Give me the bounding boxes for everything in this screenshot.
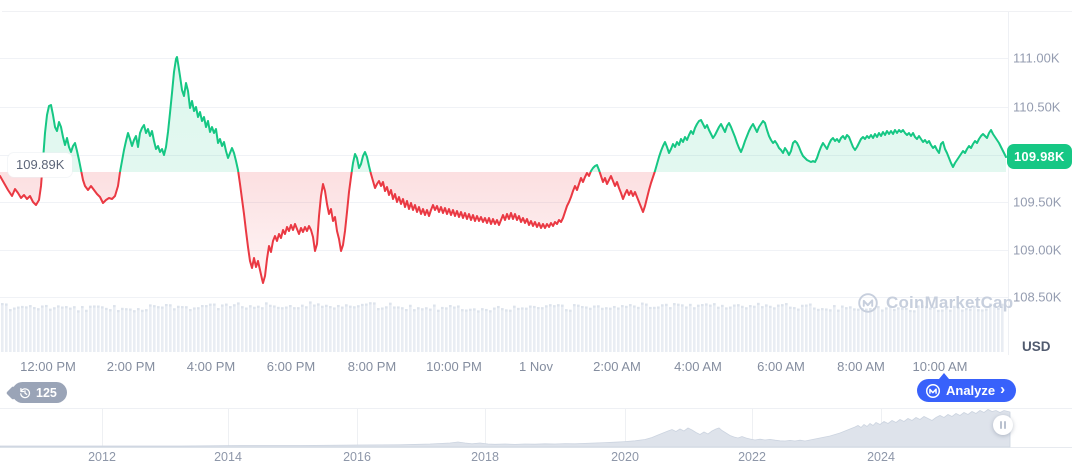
price-series: [0, 56, 1007, 284]
x-axis-label: 8:00 PM: [347, 359, 397, 374]
price-line-down: [0, 172, 656, 284]
open-price-label: 109.89K: [8, 153, 73, 177]
watermark-text: CoinMarketCap: [886, 293, 1014, 312]
y-axis-label: 109.50K: [1013, 194, 1062, 210]
x-axis-label: 2:00 AM: [593, 359, 641, 374]
analyze-button[interactable]: Analyze ›: [917, 373, 1017, 402]
scrubber-area: [0, 409, 1011, 448]
area-fill-down: [0, 172, 1006, 283]
scrubber-gridlines: [102, 409, 882, 447]
x-axis-label: 8:00 AM: [837, 359, 885, 374]
panel-top-border: [2, 11, 1072, 12]
coinmarketcap-icon: [857, 292, 879, 314]
y-axis-label: 109.00K: [1013, 242, 1062, 258]
history-count: 125: [36, 385, 57, 400]
x-axis-label: 12:00 PM: [20, 359, 76, 374]
x-axis: 12:00 PM 2:00 PM 4:00 PM 6:00 PM 8:00 PM 10:0…: [0, 359, 1008, 375]
year-label: 2018: [471, 450, 499, 464]
history-icon: [18, 386, 32, 400]
area-fill-up: [0, 57, 1006, 172]
year-axis: 2012 2014 2016 2018 2020 2022 2024: [0, 450, 1072, 466]
price-line-up: [41, 56, 1007, 172]
x-axis-label: 10:00 AM: [912, 359, 968, 374]
year-label: 2024: [867, 450, 895, 464]
coinmarketcap-icon: [925, 383, 941, 399]
x-axis-label: 4:00 AM: [674, 359, 722, 374]
year-label: 2016: [343, 450, 371, 464]
x-axis-label: 6:00 AM: [757, 359, 805, 374]
x-axis-label: 1 Nov: [519, 359, 553, 374]
x-axis-label: 10:00 PM: [426, 359, 482, 374]
timeline-scrubber[interactable]: [0, 408, 1072, 470]
x-axis-label: 2:00 PM: [106, 359, 156, 374]
year-label: 2012: [88, 450, 116, 464]
y-axis-label: 111.00K: [1013, 50, 1060, 66]
chevron-right-icon: ›: [1000, 381, 1006, 398]
volume-bars: [1, 301, 1004, 352]
history-count-pill[interactable]: 125: [12, 382, 67, 403]
y-axis-label: 110.50K: [1013, 99, 1061, 115]
year-label: 2022: [738, 450, 766, 464]
analyze-label: Analyze: [946, 383, 996, 398]
price-chart[interactable]: [0, 0, 1072, 408]
y-axis-label: 108.50K: [1013, 289, 1062, 305]
scrubber-handle[interactable]: [993, 415, 1013, 435]
x-axis-label: 6:00 PM: [266, 359, 316, 374]
currency-unit-label: USD: [1022, 339, 1051, 354]
year-label: 2014: [214, 450, 242, 464]
current-price-badge: 109.98K: [1007, 144, 1072, 169]
x-axis-label: 4:00 PM: [186, 359, 236, 374]
year-label: 2020: [611, 450, 639, 464]
watermark: CoinMarketCap: [857, 292, 1013, 314]
